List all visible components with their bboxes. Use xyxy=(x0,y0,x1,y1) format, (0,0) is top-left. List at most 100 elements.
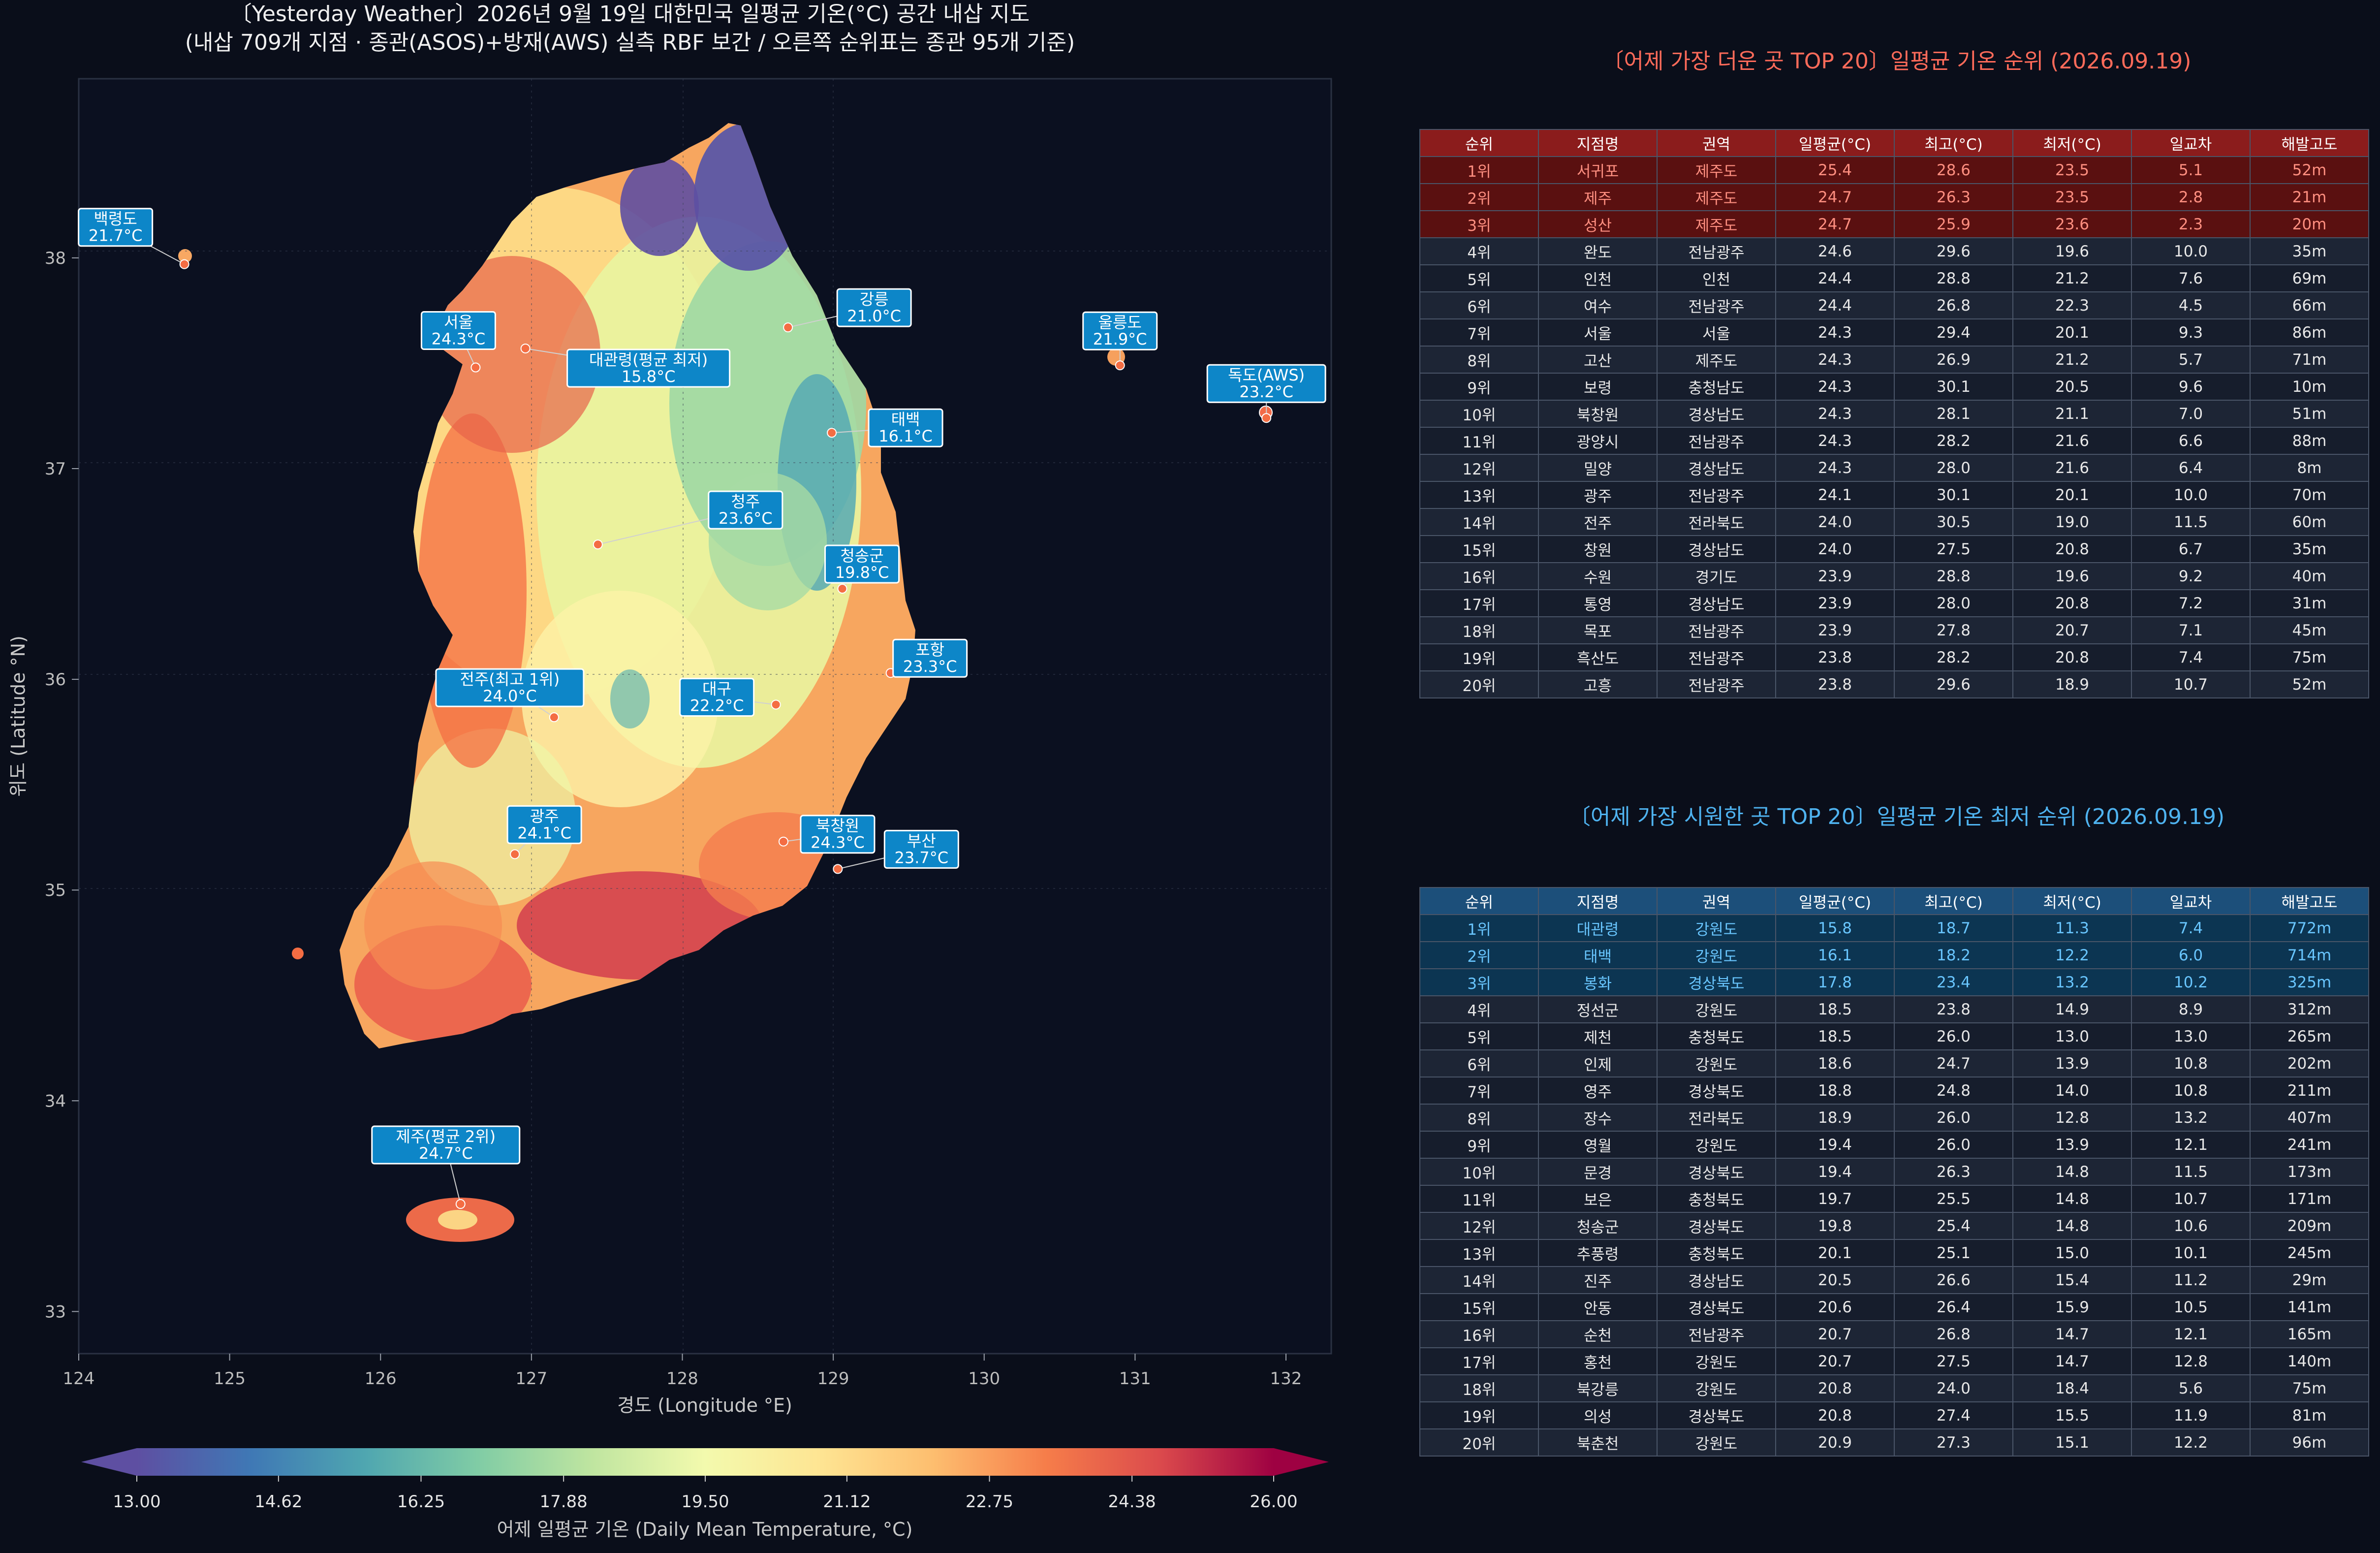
table-cell: 26.4 xyxy=(1894,1293,2013,1321)
city-label-box xyxy=(800,815,876,854)
table-cell: 9.3 xyxy=(2131,318,2251,347)
table-cell: 충청북도 xyxy=(1657,1022,1776,1050)
table-cell: 40m xyxy=(2250,562,2369,590)
table-cell: 4위 xyxy=(1419,995,1539,1023)
table-cell: 14.0 xyxy=(2012,1077,2132,1105)
city-label: 독도(AWS)23.2°C xyxy=(1206,364,1326,423)
table-cell: 20위 xyxy=(1419,670,1539,698)
table-cell: 35m xyxy=(2250,535,2369,563)
table-cell: 13위 xyxy=(1419,481,1539,509)
table-cell: 25.5 xyxy=(1894,1185,2013,1213)
table-row: 1위 서귀포 제주도 25.4 28.6 23.5 5.1 52m xyxy=(1419,156,2369,184)
table-cell: 12.2 xyxy=(2131,1428,2251,1457)
table-cell: 31m xyxy=(2250,589,2369,617)
table-cell: 밀양 xyxy=(1538,454,1658,482)
table-cell: 2.8 xyxy=(2131,183,2251,211)
city-label-box xyxy=(1082,311,1158,350)
table-cell: 30.1 xyxy=(1894,481,2013,509)
table-cell: 14위 xyxy=(1419,1266,1539,1294)
x-tick-label: 132 xyxy=(1270,1369,1302,1389)
table-row: 2위 태백 강원도 16.1 18.2 12.2 6.0 714m xyxy=(1419,941,2369,969)
table-cell: 북창원 xyxy=(1538,400,1658,428)
table-cell: 24.0 xyxy=(1775,508,1895,536)
table-cell: 충청북도 xyxy=(1657,1185,1776,1213)
table-cell: 18.9 xyxy=(1775,1104,1895,1132)
table-cell: 11위 xyxy=(1419,427,1539,455)
city-name: 북창원 xyxy=(816,817,859,835)
table-cell: 북강릉 xyxy=(1538,1374,1658,1402)
table-cell: 12위 xyxy=(1419,1212,1539,1240)
x-tick-label: 131 xyxy=(1119,1369,1151,1389)
table-cell: 8m xyxy=(2250,454,2369,482)
table-cell: 3위 xyxy=(1419,968,1539,996)
city-temp: 24.1°C xyxy=(517,824,571,842)
table-cell: 75m xyxy=(2250,1374,2369,1402)
table-cell: 714m xyxy=(2250,941,2369,969)
x-axis-title: 경도 (Longitude °E) xyxy=(617,1395,792,1416)
table-cell: 보령 xyxy=(1538,373,1658,401)
table-cell: 경상남도 xyxy=(1657,1266,1776,1294)
table-cell: 312m xyxy=(2250,995,2369,1023)
table-cell: 서귀포 xyxy=(1538,156,1658,184)
table-row: 11위 광양시 전남광주 24.3 28.2 21.6 6.6 88m xyxy=(1419,427,2369,455)
table-cell: 20.9 xyxy=(1775,1428,1895,1457)
table-cell: 10.7 xyxy=(2131,1185,2251,1213)
city-name: 서울 xyxy=(444,313,473,331)
table-cell: 2.3 xyxy=(2131,210,2251,238)
table-cell: 24.4 xyxy=(1775,264,1895,292)
table-cell: 6.7 xyxy=(2131,535,2251,563)
table-row: 19위 흑산도 전남광주 23.8 28.2 20.8 7.4 75m xyxy=(1419,643,2369,671)
table-cell: 13.2 xyxy=(2131,1104,2251,1132)
table-cell: 완도 xyxy=(1538,237,1658,265)
table-cell: 9위 xyxy=(1419,373,1539,401)
colorbar-label: 어제 일평균 기온 (Daily Mean Temperature, °C) xyxy=(497,1519,913,1540)
table-cell: 전남광주 xyxy=(1657,237,1776,265)
table-cell: 6위 xyxy=(1419,1049,1539,1078)
table-cell: 10.5 xyxy=(2131,1293,2251,1321)
cold-ranking-table: 순위 지점명 권역 일평균(°C) 최고(°C) 최저(°C) 일교차 해발고도 1위 대관령 강… xyxy=(1419,887,2369,1457)
table-cell: 15.5 xyxy=(2012,1401,2132,1429)
table-cell: 강원도 xyxy=(1657,995,1776,1023)
x-axis-ticks: 124 125 126 127 128 129 130 131 132 xyxy=(63,1354,1302,1389)
table-cell: 경상북도 xyxy=(1657,968,1776,996)
table-cell: 27.4 xyxy=(1894,1401,2013,1429)
table-cell: 안동 xyxy=(1538,1293,1658,1321)
station-marker xyxy=(179,259,189,269)
colorbar-tick-label: 19.50 xyxy=(681,1492,729,1512)
city-label: 전주(최고 1위)24.0°C xyxy=(435,668,585,723)
island-marker xyxy=(292,948,304,959)
table-cell: 24.3 xyxy=(1775,318,1895,347)
table-row: 20위 고흥 전남광주 23.8 29.6 18.9 10.7 52m xyxy=(1419,670,2369,698)
table-cell: 18.5 xyxy=(1775,995,1895,1023)
table-cell: 20.8 xyxy=(2012,589,2132,617)
table-cell: 140m xyxy=(2250,1347,2369,1375)
table-cell: 211m xyxy=(2250,1077,2369,1105)
table-cell: 19.8 xyxy=(1775,1212,1895,1240)
table-cell: 28.2 xyxy=(1894,427,2013,455)
city-name: 제주(평균 2위) xyxy=(396,1127,496,1146)
y-tick-label: 37 xyxy=(45,459,66,479)
table-cell: 5위 xyxy=(1419,1022,1539,1050)
table-row: 19위 의성 경상북도 20.8 27.4 15.5 11.9 81m xyxy=(1419,1401,2369,1429)
column-header: 권역 xyxy=(1657,129,1776,157)
table-cell: 20.6 xyxy=(1775,1293,1895,1321)
city-label-box xyxy=(868,408,943,447)
colorbar-tick-label: 26.00 xyxy=(1250,1492,1297,1512)
column-header: 순위 xyxy=(1419,887,1539,915)
table-cell: 88m xyxy=(2250,427,2369,455)
station-marker xyxy=(520,343,531,353)
table-cell: 전남광주 xyxy=(1657,291,1776,319)
table-cell: 20.1 xyxy=(1775,1239,1895,1267)
table-cell: 10.0 xyxy=(2131,237,2251,265)
table-cell: 6.4 xyxy=(2131,454,2251,482)
city-name: 포항 xyxy=(915,640,944,659)
table-cell: 241m xyxy=(2250,1131,2369,1159)
table-cell: 강원도 xyxy=(1657,941,1776,969)
table-cell: 18위 xyxy=(1419,1374,1539,1402)
table-cell: 성산 xyxy=(1538,210,1658,238)
table-row: 5위 인천 인천 24.4 28.8 21.2 7.6 69m xyxy=(1419,264,2369,292)
city-label-box xyxy=(435,668,585,707)
